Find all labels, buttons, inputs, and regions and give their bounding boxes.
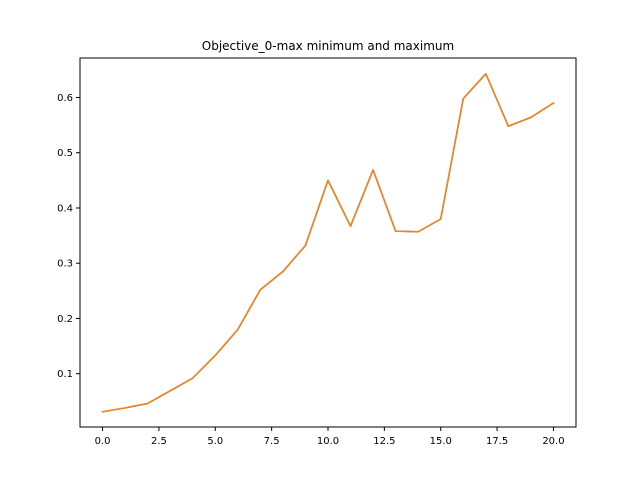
y-axis: 0.1 0.2 0.3 0.4 0.5 0.6 xyxy=(57,93,80,380)
x-tick-label: 20.0 xyxy=(542,436,564,447)
y-tick-label: 0.1 xyxy=(57,369,73,380)
x-tick-label: 2.5 xyxy=(151,436,167,447)
x-tick-label: 12.5 xyxy=(373,436,395,447)
plot-area-frame xyxy=(79,57,577,428)
x-tick-label: 10.0 xyxy=(317,436,339,447)
series-line-0 xyxy=(101,72,555,413)
x-tick-label: 7.5 xyxy=(264,436,280,447)
series-line-1 xyxy=(101,72,555,413)
x-tick-label: 0.0 xyxy=(95,436,111,447)
series-layer xyxy=(101,72,555,413)
x-tick-label: 5.0 xyxy=(207,436,223,447)
y-tick-label: 0.4 xyxy=(57,203,73,214)
y-tick-label: 0.2 xyxy=(57,314,73,325)
y-tick-label: 0.5 xyxy=(57,148,73,159)
y-tick-label: 0.6 xyxy=(57,93,73,104)
x-tick-label: 17.5 xyxy=(486,436,508,447)
x-axis: 0.0 2.5 5.0 7.5 10.0 12.5 15.0 17.5 20.0 xyxy=(95,427,565,447)
y-tick-label: 0.3 xyxy=(57,259,73,270)
chart-title: Objective_0-max minimum and maximum xyxy=(202,39,454,53)
x-tick-label: 15.0 xyxy=(430,436,452,447)
